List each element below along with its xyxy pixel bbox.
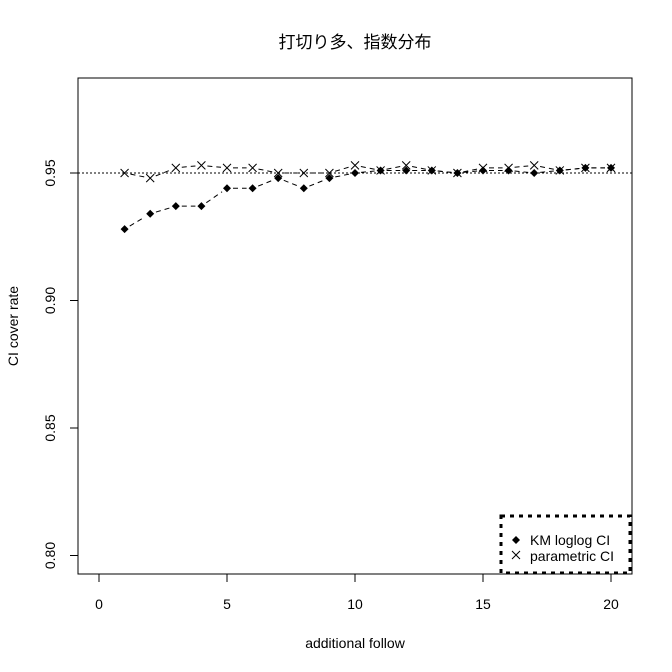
x-marker-icon: [606, 163, 616, 173]
x-marker-icon: [145, 173, 155, 183]
y-axis-label: CI cover rate: [5, 286, 21, 366]
diamond-marker-icon: [479, 166, 487, 175]
x-axis: 0 5 10 15 20: [95, 574, 619, 612]
x-marker-icon: [581, 163, 590, 173]
x-marker-icon: [376, 166, 385, 175]
diamond-marker-icon: [197, 202, 206, 211]
diamond-marker-icon: [530, 169, 539, 177]
y-tick-label: 0.80: [42, 542, 58, 569]
x-tick-label: 0: [95, 596, 103, 612]
x-marker-icon: [511, 550, 521, 560]
y-axis: 0.80 0.85 0.90 0.95: [42, 159, 78, 569]
diamond-marker-icon: [325, 174, 334, 183]
diamond-marker-icon: [223, 184, 231, 193]
diamond-marker-icon: [512, 536, 520, 544]
x-marker-icon: [453, 168, 462, 178]
plot-area-frame: [77, 77, 633, 575]
x-marker-icon: [222, 163, 232, 173]
x-marker-icon: [555, 166, 565, 175]
diamond-marker-icon: [299, 184, 308, 193]
diamond-marker-icon: [146, 209, 155, 218]
x-marker-icon: [529, 160, 539, 170]
x-tick-label: 5: [223, 596, 231, 612]
x-tick-label: 10: [347, 596, 363, 612]
legend: KM loglog CI parametric CI: [499, 514, 632, 575]
x-tick-label: 20: [603, 596, 619, 612]
x-marker-icon: [171, 163, 181, 173]
legend-box: [499, 514, 632, 575]
x-axis-label: additional follow: [305, 635, 406, 651]
y-tick-label: 0.90: [42, 287, 58, 314]
series-parametric: [120, 160, 616, 183]
diamond-marker-icon: [248, 184, 257, 193]
x-marker-icon: [273, 168, 283, 178]
series-km-loglog: [120, 163, 615, 234]
x-marker-icon: [248, 163, 257, 173]
y-tick-label: 0.85: [42, 414, 58, 441]
diamond-marker-icon: [351, 169, 359, 177]
x-marker-icon: [325, 168, 334, 178]
diamond-marker-icon: [274, 174, 283, 183]
x-marker-icon: [401, 160, 411, 170]
x-marker-icon: [120, 168, 129, 178]
x-marker-icon: [478, 163, 488, 173]
series-layer: [120, 160, 616, 234]
legend-entry-parametric: parametric CI: [530, 548, 614, 564]
x-marker-icon: [299, 168, 309, 178]
legend-entry-km: KM loglog CI: [530, 532, 610, 548]
diamond-marker-icon: [402, 166, 411, 175]
x-marker-icon: [197, 160, 206, 170]
y-tick-label: 0.95: [42, 159, 58, 186]
x-marker-icon: [350, 160, 360, 170]
diamond-marker-icon: [504, 166, 513, 175]
x-marker-icon: [427, 166, 437, 175]
x-marker-icon: [504, 163, 513, 173]
chart-title: 打切り多、指数分布: [279, 33, 432, 53]
diamond-marker-icon: [120, 225, 129, 234]
diamond-marker-icon: [171, 202, 180, 211]
x-tick-label: 15: [475, 596, 491, 612]
